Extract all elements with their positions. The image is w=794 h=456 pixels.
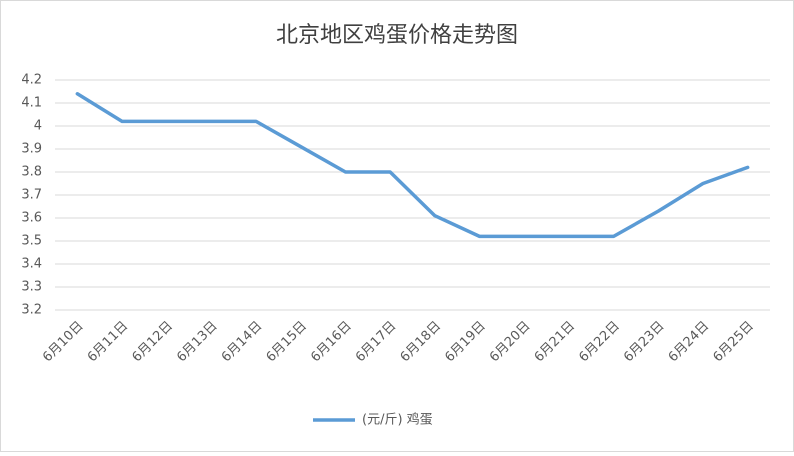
y-tick-label: 3.3 — [21, 280, 42, 295]
y-tick-label: 3.7 — [21, 188, 42, 203]
y-tick-label: 3.8 — [21, 165, 42, 180]
y-tick-label: 3.9 — [21, 142, 42, 157]
y-tick-label: 3.2 — [21, 303, 42, 318]
data-line — [75, 92, 750, 239]
y-tick-label: 3.6 — [21, 211, 42, 226]
y-tick-label: 4 — [34, 119, 42, 134]
y-tick-label: 4.1 — [21, 96, 42, 111]
legend-label: (元/斤) 鸡蛋 — [362, 412, 433, 428]
y-tick-label: 3.5 — [21, 234, 42, 249]
y-tick-label: 4.2 — [21, 73, 42, 88]
y-tick-label: 3.4 — [21, 257, 42, 272]
chart-title: 北京地区鸡蛋价格走势图 — [276, 23, 518, 48]
